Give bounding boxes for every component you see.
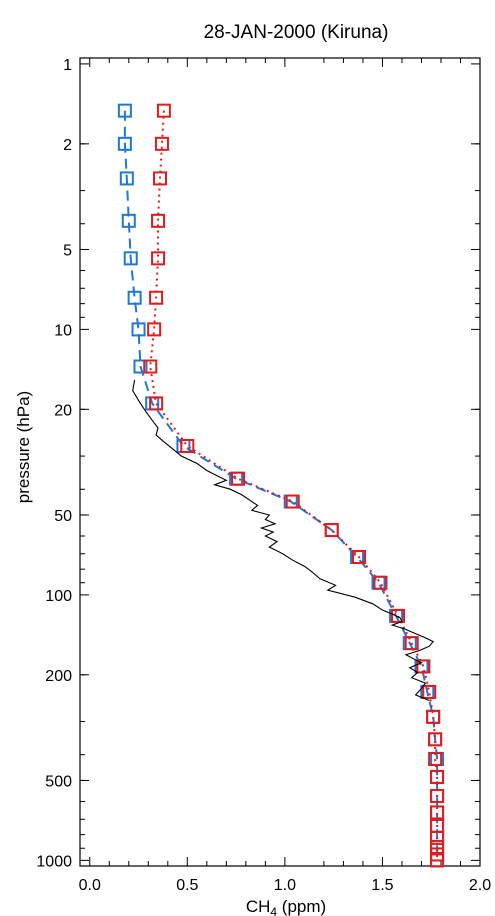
y-tick-label: 2 [63, 137, 72, 154]
series-0-marker [117, 136, 132, 151]
x-tick-label: 0.0 [79, 877, 101, 894]
series-1-line [149, 110, 439, 861]
y-axis-label: pressure (hPa) [14, 391, 33, 503]
series-1-marker [373, 575, 388, 590]
y-tick-label: 100 [45, 588, 72, 605]
y-tick-label: 500 [45, 773, 72, 790]
series-1-marker [151, 213, 166, 228]
series-1-marker [149, 396, 164, 411]
series-1-marker [430, 853, 445, 868]
y-tick-label: 200 [45, 668, 72, 685]
x-axis-label-unit: (ppm) [277, 897, 326, 916]
series-0-marker [117, 103, 132, 118]
series-1-marker [352, 550, 367, 565]
series-1-marker [285, 494, 300, 509]
series-1-marker [422, 684, 437, 699]
series-1-marker [180, 439, 195, 454]
plot-frame [79, 57, 481, 867]
x-tick-label: 2.0 [469, 877, 491, 894]
series-1-marker [147, 322, 162, 337]
series-1-marker [143, 359, 158, 374]
series-1-marker [426, 709, 441, 724]
series-0-line [123, 110, 439, 861]
series-1-marker [416, 659, 431, 674]
series-0-marker [133, 359, 148, 374]
series-0-marker [131, 322, 146, 337]
x-tick-label: 1.0 [274, 877, 296, 894]
series-1-marker [153, 171, 167, 186]
x-axis-ticks: 0.0 0.5 1.0 1.5 2.0 [79, 58, 491, 894]
x-tick-label: 1.5 [371, 877, 393, 894]
series-1-marker [430, 839, 445, 854]
series-layer [117, 103, 445, 868]
x-axis-label-subscript: 4 [270, 905, 277, 916]
y-tick-label: 10 [54, 322, 72, 339]
x-axis-label-main: CH [246, 897, 271, 916]
y-tick-label: 1000 [36, 853, 72, 870]
series-0-marker [119, 171, 134, 186]
series-0-marker [123, 251, 138, 266]
series-1-marker [156, 103, 171, 118]
series-1-marker [154, 136, 169, 151]
series-1-marker [391, 608, 406, 623]
y-tick-label: 50 [54, 508, 72, 525]
y-tick-label: 5 [63, 242, 72, 259]
series-0-marker [127, 290, 142, 305]
series-1-marker [430, 830, 445, 845]
series-1-marker [404, 636, 419, 651]
chart-title: 28-JAN-2000 (Kiruna) [204, 22, 389, 43]
series-1-marker [151, 251, 166, 266]
series-1-marker [324, 523, 339, 538]
x-tick-label: 0.5 [176, 877, 198, 894]
y-tick-label: 20 [54, 402, 72, 419]
series-1-marker [430, 788, 445, 803]
series-0-marker [121, 213, 136, 228]
x-axis-label: CH4 (ppm) [246, 897, 326, 916]
series-1-marker [430, 769, 445, 784]
series-1-marker [231, 471, 246, 486]
y-tick-label: 1 [63, 57, 72, 74]
series-1-marker [428, 751, 443, 766]
y-axis-ticks: 1 2 5 10 20 50 100 200 500 1000 [36, 57, 480, 870]
series-1-marker [430, 805, 445, 820]
series-1-marker [149, 290, 164, 305]
series-1-marker [428, 732, 443, 747]
series-2-line [132, 379, 435, 702]
